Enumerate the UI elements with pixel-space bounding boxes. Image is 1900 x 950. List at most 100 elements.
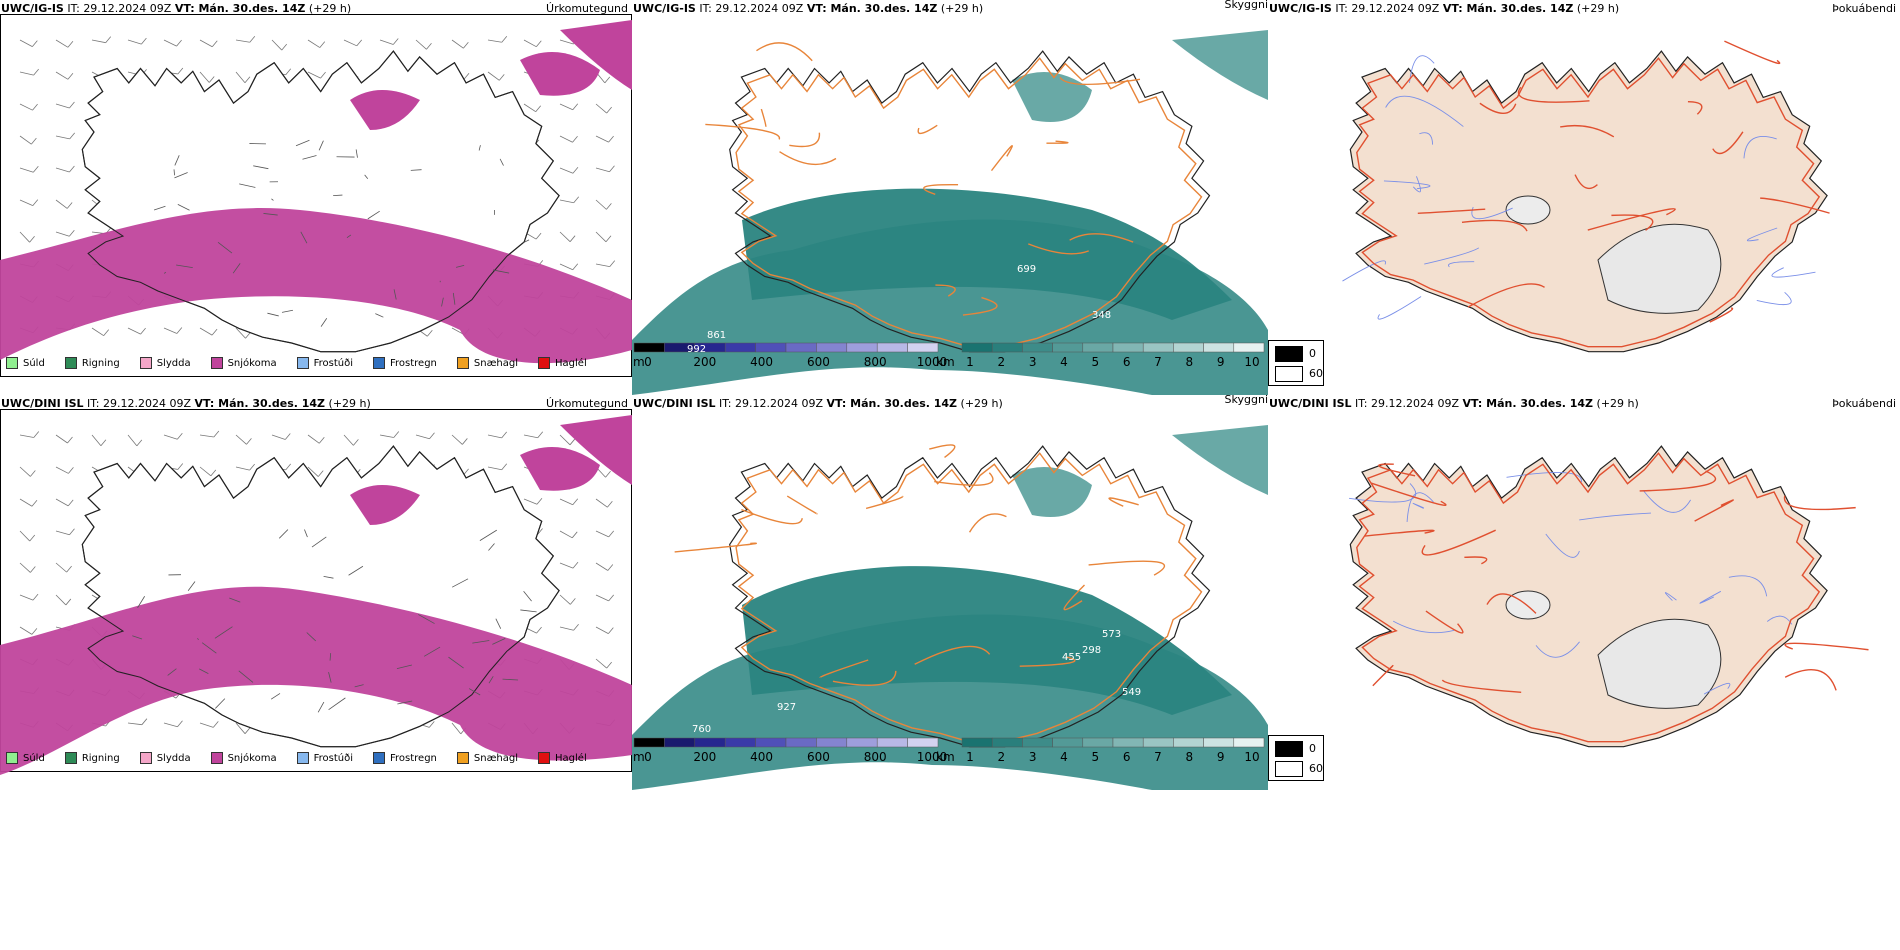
vis-scale-tick: 3 bbox=[1028, 355, 1037, 369]
panel-header: UWC/IG-IS IT: 29.12.2024 09Z VT: Mán. 30… bbox=[1, 2, 351, 15]
legend-label: Snæhagl bbox=[473, 752, 519, 764]
visibility-value-label: 542 bbox=[647, 31, 666, 42]
lead-time: (+29 h) bbox=[305, 2, 352, 15]
run-time: IT: 29.12.2024 09Z bbox=[715, 397, 827, 410]
legend-swatch bbox=[6, 357, 18, 369]
panel-header: UWC/DINI ISL IT: 29.12.2024 09Z VT: Mán.… bbox=[633, 397, 1003, 410]
panel-visibility-2: 573 298 455 927 760 549 UWC/DINI ISL IT: 29.12… bbox=[632, 393, 1268, 790]
height-scale-tick: 0 bbox=[644, 355, 652, 369]
legend-swatch bbox=[456, 357, 469, 369]
legend-swatch bbox=[6, 752, 18, 764]
valid-time: VT: Mán. 30.des. 14Z bbox=[174, 2, 306, 15]
legend-label: Slydda bbox=[156, 357, 191, 369]
run-time: IT: 29.12.2024 09Z bbox=[63, 2, 175, 15]
height-scale-tick: 600 bbox=[806, 750, 830, 764]
vis-scale-tick: 1 bbox=[966, 750, 974, 764]
vis-scale-tick: 8 bbox=[1185, 355, 1194, 369]
height-scale-tick: 1000 bbox=[916, 355, 948, 369]
panel-header: UWC/IG-IS IT: 29.12.2024 09Z VT: Mán. 30… bbox=[633, 2, 983, 15]
height-scale-tick: 400 bbox=[750, 750, 774, 764]
legend-swatch bbox=[210, 357, 223, 369]
height-scale-unit: m bbox=[633, 355, 645, 369]
vis-scale-tick: 9 bbox=[1216, 750, 1225, 764]
legend-item: Súld bbox=[0, 357, 45, 369]
panel-header: UWC/IG-IS IT: 29.12.2024 09Z VT: Mán. 30… bbox=[1269, 2, 1619, 15]
panel-title: Þokuábendi bbox=[1832, 397, 1896, 410]
fog-scale-swatch-high bbox=[1275, 366, 1303, 382]
legend-item: Snjókoma bbox=[205, 752, 277, 764]
height-scale-tick: 200 bbox=[693, 355, 717, 369]
fog-scale-swatch-high bbox=[1275, 761, 1303, 777]
height-scale-unit: m bbox=[633, 750, 645, 764]
vis-scale-tick: 9 bbox=[1216, 355, 1225, 369]
vis-scale-tick: 2 bbox=[997, 750, 1006, 764]
legend-item: Rigning bbox=[59, 357, 120, 369]
vis-scale-tick: 6 bbox=[1122, 750, 1131, 764]
height-scale-tick: 400 bbox=[750, 355, 774, 369]
legend-swatch bbox=[538, 357, 551, 369]
legend-swatch bbox=[538, 752, 551, 764]
legend-label: Frostúði bbox=[313, 752, 353, 764]
model-name: UWC/DINI ISL bbox=[1269, 397, 1352, 410]
legend-label: Haglél bbox=[555, 357, 587, 369]
fog-scale-low-label: 0 bbox=[1309, 347, 1316, 360]
legend-label: Frostúði bbox=[313, 357, 353, 369]
visibility-value-label: 760 bbox=[692, 724, 711, 735]
height-scale-tick: 600 bbox=[806, 355, 830, 369]
height-scale-tick: 200 bbox=[693, 750, 717, 764]
height-scale-tick: 800 bbox=[863, 355, 887, 369]
visibility-value-label: 573 bbox=[1102, 629, 1121, 640]
legend-swatch bbox=[296, 357, 309, 369]
legend-swatch bbox=[64, 752, 77, 764]
legend-item: Snjókoma bbox=[205, 357, 277, 369]
legend-item: Frostúði bbox=[291, 357, 353, 369]
legend-item: Haglél bbox=[532, 752, 587, 764]
vis-scale-tick: 6 bbox=[1122, 355, 1131, 369]
panel-header: UWC/DINI ISL IT: 29.12.2024 09Z VT: Mán.… bbox=[1269, 397, 1639, 410]
vis-scale-tick: 4 bbox=[1060, 750, 1068, 764]
model-name: UWC/IG-IS bbox=[1269, 2, 1332, 15]
map-fog bbox=[1349, 445, 1869, 748]
precip-legend: Súld Rigning Slydda Snjókoma Frostúði Frostre… bbox=[0, 747, 601, 769]
panel-precip-2: UWC/DINI ISL IT: 29.12.2024 09Z VT: Mán.… bbox=[0, 395, 632, 790]
map-precip bbox=[0, 14, 632, 377]
valid-time: VT: Mán. 30.des. 14Z bbox=[806, 2, 938, 15]
legend-label: Súld bbox=[23, 752, 45, 764]
legend-item: Slydda bbox=[134, 752, 191, 764]
model-name: UWC/IG-IS bbox=[633, 2, 696, 15]
fog-scale-high-label: 60 bbox=[1309, 367, 1323, 380]
panel-fog-2: UWC/DINI ISL IT: 29.12.2024 09Z VT: Mán.… bbox=[1268, 395, 1900, 790]
legend-item: Haglél bbox=[532, 357, 587, 369]
legend-label: Slydda bbox=[156, 752, 191, 764]
fog-scale-legend: 0 60 bbox=[1268, 735, 1324, 781]
panel-header: UWC/DINI ISL IT: 29.12.2024 09Z VT: Mán.… bbox=[1, 397, 371, 410]
visibility-value-label: 927 bbox=[777, 702, 796, 713]
legend-label: Frostregn bbox=[390, 752, 437, 764]
vis-scale-tick: 4 bbox=[1060, 355, 1068, 369]
lead-time: (+29 h) bbox=[957, 397, 1003, 410]
legend-swatch bbox=[210, 752, 223, 764]
run-time: IT: 29.12.2024 09Z bbox=[695, 2, 807, 15]
legend-item: Snæhagl bbox=[451, 357, 518, 369]
panel-title: Úrkomutegund bbox=[546, 397, 628, 410]
height-scale-tick: 0 bbox=[644, 750, 652, 764]
valid-time: VT: Mán. 30.des. 14Z bbox=[826, 397, 958, 410]
legend-swatch bbox=[373, 357, 385, 369]
panel-title: Skyggni bbox=[1224, 393, 1268, 406]
legend-item: Frostregn bbox=[367, 752, 437, 764]
visibility-value-label: 549 bbox=[1122, 687, 1141, 698]
panel-precip-1: UWC/IG-IS IT: 29.12.2024 09Z VT: Mán. 30… bbox=[0, 0, 632, 395]
valid-time: VT: Mán. 30.des. 14Z bbox=[194, 397, 326, 410]
model-name: UWC/DINI ISL bbox=[1, 397, 84, 410]
legend-label: Súld bbox=[23, 357, 45, 369]
fog-scale-legend: 0 60 bbox=[1268, 340, 1324, 386]
lead-time: (+29 h) bbox=[1593, 397, 1639, 410]
visibility-value-label: 861 bbox=[707, 330, 726, 341]
vis-scale-tick: 1 bbox=[966, 355, 974, 369]
lead-time: (+29 h) bbox=[325, 397, 371, 410]
visibility-value-label: 455 bbox=[1062, 652, 1081, 663]
legend-swatch bbox=[296, 752, 309, 764]
visibility-value-label: 298 bbox=[1082, 645, 1101, 656]
